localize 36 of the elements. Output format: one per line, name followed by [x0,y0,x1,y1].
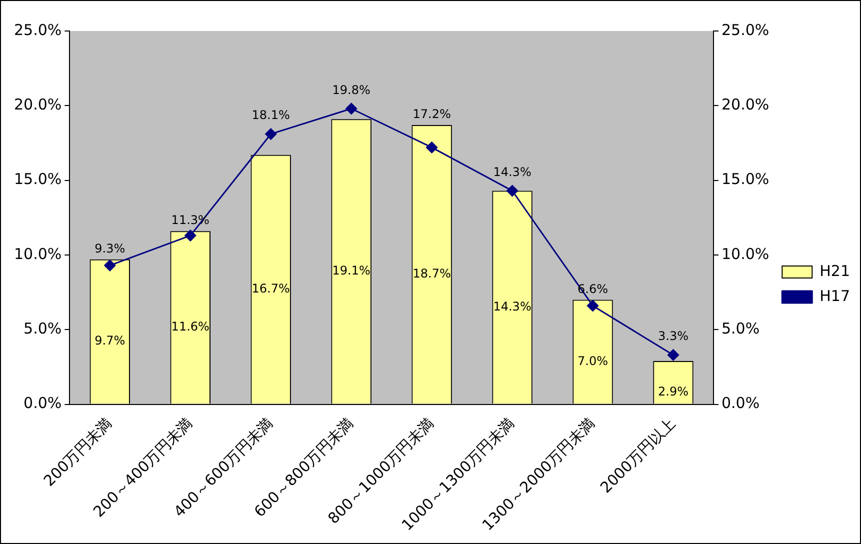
data-label: 18.7% [412,266,451,281]
point [587,300,599,312]
data-label: 18.1% [252,108,290,122]
data-label: 19.8% [332,82,370,97]
y-tick-label: 25.0% [14,20,62,39]
y2-tick-label: 25.0% [721,20,770,39]
y2-tick-label: 20.0% [721,96,770,114]
y-tick-label: 20.0% [14,96,62,114]
y-tick-label: 5.0% [24,319,62,338]
y2-tick-label: 5.0% [721,319,760,338]
data-label: 9.7% [94,334,126,348]
point [667,349,679,361]
data-label: 9.3% [94,242,126,256]
data-label: 3.3% [658,329,688,344]
legend-label: H21 [820,262,850,280]
point [184,230,196,242]
legend-label: H17 [820,286,850,305]
y2-tick-label: 10.0% [721,244,770,263]
point [426,142,438,154]
data-label: 11.6% [171,320,210,334]
data-label: 14.3% [493,164,532,179]
data-label: 17.2% [412,107,451,122]
y2-tick-label: 15.0% [721,170,770,188]
point [346,102,358,114]
data-label: 2.9% [658,384,688,398]
point [265,128,277,140]
data-label: 19.1% [332,264,370,278]
data-label: 14.3% [493,299,532,314]
y-tick-label: 0.0% [24,394,62,412]
point [104,260,116,272]
y-tick-label: 10.0% [14,244,62,263]
data-label: 7.0% [578,354,608,368]
point [506,185,518,197]
y-tick-label: 15.0% [14,170,62,188]
data-label: 16.7% [252,281,290,296]
y2-tick-label: 0.0% [721,394,760,412]
